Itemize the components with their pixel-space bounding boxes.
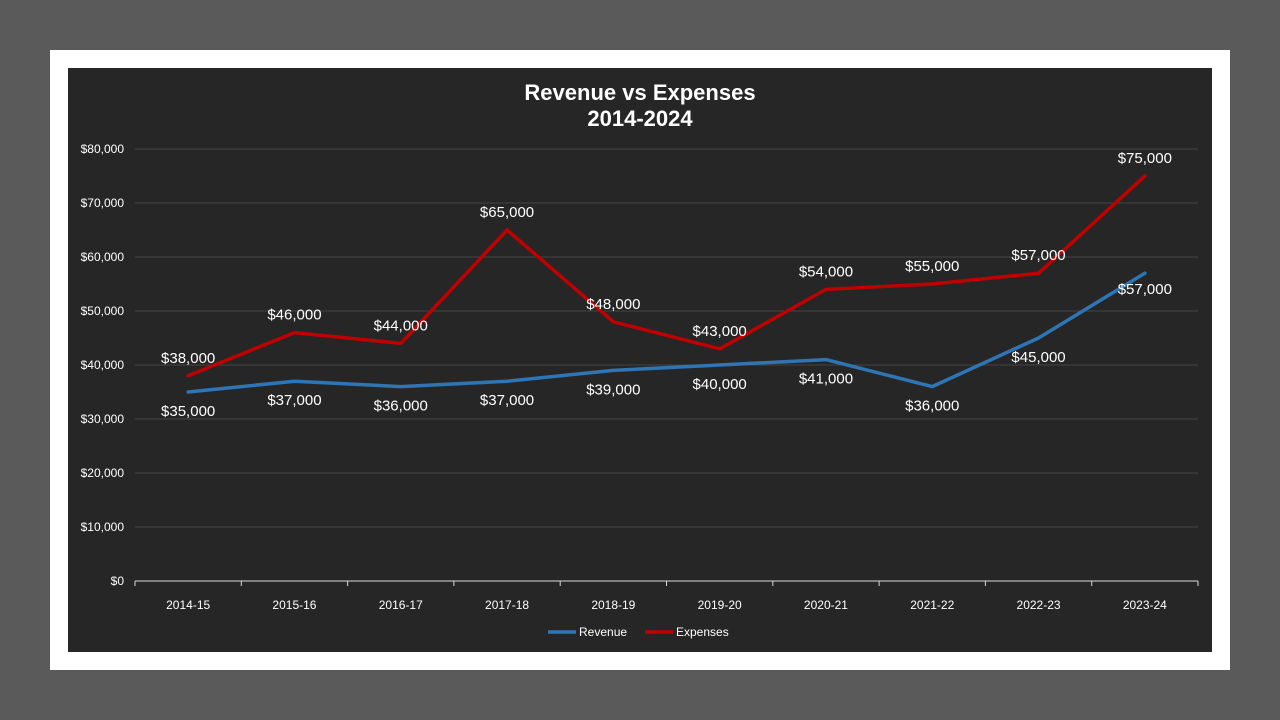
series-line-revenue — [186, 271, 1147, 394]
x-axis: 2014-15 2015-16 2016-17 2017-18 2018-19 2019-… — [134, 580, 1199, 612]
data-label-revenue: $45,000 — [1011, 349, 1065, 366]
data-label-expenses: $48,000 — [586, 296, 640, 313]
x-tick-label: 2016-17 — [379, 598, 423, 612]
series-line-expenses — [186, 174, 1147, 378]
data-label-revenue: $37,000 — [480, 392, 534, 409]
data-label-expenses: $54,000 — [799, 263, 853, 280]
data-label-expenses: $43,000 — [693, 323, 747, 340]
data-label-expenses: $44,000 — [374, 317, 428, 334]
x-tick-label: 2020-21 — [804, 598, 848, 612]
chart-title: Revenue vs Expenses 2014-2024 — [68, 80, 1212, 132]
data-label-expenses: $75,000 — [1118, 150, 1172, 167]
series-lines — [186, 174, 1147, 394]
chart-frame: Revenue vs Expenses 2014-2024 $0 $10,000 $… — [50, 50, 1230, 670]
data-label-revenue: $35,000 — [161, 403, 215, 420]
y-tick-label: $40,000 — [81, 358, 125, 372]
x-tick-label: 2023-24 — [1123, 598, 1167, 612]
x-tick-label: 2021-22 — [910, 598, 954, 612]
x-tick-label: 2017-18 — [485, 598, 529, 612]
data-label-expenses: $65,000 — [480, 204, 534, 221]
data-label-revenue: $40,000 — [693, 376, 747, 393]
data-labels: $35,000 $37,000 $36,000 $37,000 $39,000 $40,0… — [161, 150, 1172, 420]
data-label-expenses: $57,000 — [1011, 247, 1065, 264]
x-tick-label: 2015-16 — [272, 598, 316, 612]
x-tick-label: 2018-19 — [591, 598, 635, 612]
y-tick-label: $50,000 — [81, 304, 125, 318]
x-tick-label: 2019-20 — [698, 598, 742, 612]
data-label-revenue: $41,000 — [799, 371, 853, 388]
data-label-revenue: $36,000 — [905, 398, 959, 415]
data-label-expenses: $55,000 — [905, 258, 959, 275]
y-tick-label: $30,000 — [81, 412, 125, 426]
y-tick-label: $60,000 — [81, 250, 125, 264]
data-label-revenue: $36,000 — [374, 398, 428, 415]
legend-label-revenue: Revenue — [579, 625, 627, 639]
y-tick-label: $80,000 — [81, 142, 125, 156]
legend-label-expenses: Expenses — [676, 625, 729, 639]
data-label-revenue: $57,000 — [1118, 281, 1172, 298]
y-axis: $0 $10,000 $20,000 $30,000 $40,000 $50,000 $60… — [81, 142, 125, 588]
data-label-revenue: $39,000 — [586, 381, 640, 398]
x-tick-label: 2014-15 — [166, 598, 210, 612]
legend: Revenue Expenses — [548, 625, 729, 639]
chart-area: Revenue vs Expenses 2014-2024 $0 $10,000 $… — [68, 68, 1212, 652]
y-tick-label: $20,000 — [81, 466, 125, 480]
x-tick-label: 2022-23 — [1017, 598, 1061, 612]
line-chart: $0 $10,000 $20,000 $30,000 $40,000 $50,000 $60… — [81, 142, 1199, 639]
y-tick-label: $10,000 — [81, 520, 125, 534]
chart-subtitle: 2014-2024 — [587, 106, 693, 131]
data-label-revenue: $37,000 — [267, 392, 321, 409]
y-tick-label: $0 — [111, 574, 125, 588]
gridlines — [135, 148, 1198, 528]
data-label-expenses: $46,000 — [267, 307, 321, 324]
y-tick-label: $70,000 — [81, 196, 125, 210]
data-label-expenses: $38,000 — [161, 350, 215, 367]
chart-title-line1: Revenue vs Expenses — [524, 80, 756, 105]
